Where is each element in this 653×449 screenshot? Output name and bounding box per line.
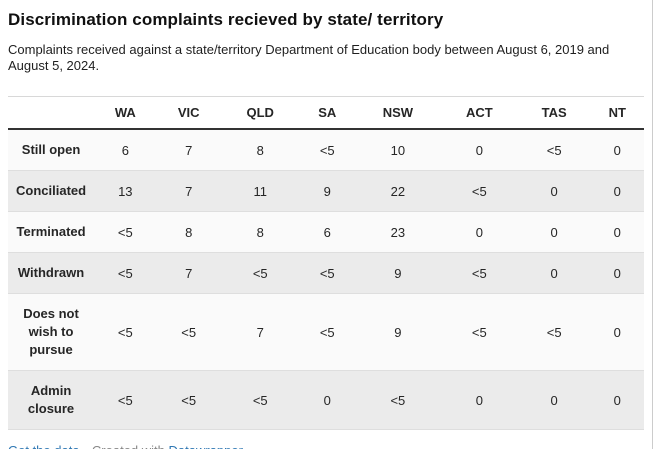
table-cell: 0: [475, 142, 483, 158]
column-header-vic: VIC: [156, 96, 221, 130]
table-cell: <5: [471, 324, 487, 340]
table-cell: <5: [117, 265, 133, 281]
row-label: Terminated: [16, 224, 86, 239]
table-cell: 7: [185, 265, 193, 281]
table-cell: 6: [323, 224, 331, 240]
table-cell: <5: [117, 324, 133, 340]
table-cell: 11: [253, 183, 267, 199]
column-header-act: ACT: [440, 96, 518, 130]
table-cell: 0: [550, 183, 558, 199]
row-label: Does not wish to pursue: [23, 306, 79, 357]
table-row: Conciliated 13 7 11 9 22 <5 0 0: [8, 170, 644, 212]
table-cell: <5: [252, 265, 268, 281]
table-cell: 23: [390, 224, 406, 240]
table-cell: <5: [546, 324, 562, 340]
table-cell: <5: [181, 392, 197, 408]
chart-title: Discrimination complaints recieved by st…: [8, 10, 444, 29]
table-cell: 22: [390, 183, 406, 199]
table-cell: <5: [390, 392, 406, 408]
table-cell: 7: [185, 183, 193, 199]
table-row: Withdrawn <5 7 <5 <5 9 <5 0 0: [8, 252, 644, 294]
row-label: Conciliated: [16, 183, 87, 198]
column-header-nt: NT: [590, 96, 644, 130]
table-cell: 0: [613, 265, 621, 281]
table-cell: <5: [117, 392, 133, 408]
chart-footer: Get the data · Created with Datawrapper: [8, 443, 644, 449]
table-cell: 0: [613, 324, 621, 340]
header-row: WA VIC QLD SA NSW ACT TAS NT: [8, 96, 644, 130]
table-row: Terminated <5 8 8 6 23 0 0 0: [8, 211, 644, 253]
table-cell: 9: [323, 183, 331, 199]
table-cell: 9: [394, 324, 402, 340]
data-table: WA VIC QLD SA NSW ACT TAS NT Still open …: [8, 96, 644, 430]
table-cell: <5: [252, 392, 268, 408]
table-cell: 0: [475, 224, 483, 240]
table-row: Does not wish to pursue <5 <5 7 <5 9 <5 …: [8, 293, 644, 371]
table-cell: <5: [117, 224, 133, 240]
table-cell: 0: [613, 224, 621, 240]
get-the-data-link[interactable]: Get the data: [8, 443, 80, 449]
table-cell: 9: [394, 265, 402, 281]
table-cell: 0: [323, 392, 331, 408]
table-cell: 0: [550, 392, 558, 408]
table-row: Still open 6 7 8 <5 10 0 <5 0: [8, 129, 644, 171]
table-cell: 8: [256, 224, 264, 240]
table-cell: <5: [181, 324, 197, 340]
table-cell: <5: [471, 183, 487, 199]
table-cell: <5: [319, 265, 335, 281]
table-cell: 7: [185, 142, 193, 158]
table-cell: 0: [550, 265, 558, 281]
column-header-sa: SA: [299, 96, 355, 130]
datawrapper-link[interactable]: Datawrapper: [169, 443, 243, 449]
row-label: Admin closure: [27, 383, 75, 416]
table-row: Admin closure <5 <5 <5 0 <5 0 0 0: [8, 370, 644, 430]
table-cell: 13: [118, 183, 133, 199]
column-header-qld: QLD: [220, 96, 300, 130]
table-cell: <5: [319, 324, 335, 340]
table-cell: 8: [256, 142, 264, 158]
table-cell: <5: [471, 265, 487, 281]
row-label: Still open: [21, 142, 81, 157]
column-header-wa: WA: [94, 96, 157, 130]
table-cell: 8: [185, 224, 193, 240]
table-cell: 0: [613, 392, 621, 408]
created-with-label: Created with: [92, 443, 165, 449]
corner-cell: [8, 96, 95, 130]
table-cell: 6: [121, 142, 129, 158]
table-body: Still open 6 7 8 <5 10 0 <5 0 Conciliate…: [8, 129, 644, 430]
table-cell: 7: [256, 324, 264, 340]
table-cell: 0: [613, 183, 621, 199]
table-cell: 0: [475, 392, 483, 408]
footer-separator: ·: [84, 443, 88, 449]
table-cell: 10: [390, 142, 406, 158]
column-header-nsw: NSW: [354, 96, 441, 130]
table-cell: <5: [319, 142, 335, 158]
row-label: Withdrawn: [17, 265, 85, 280]
table-cell: 0: [550, 224, 558, 240]
table-header: WA VIC QLD SA NSW ACT TAS NT: [8, 96, 644, 130]
table-cell: <5: [546, 142, 562, 158]
chart-subtitle: Complaints received against a state/terr…: [8, 42, 610, 73]
column-header-tas: TAS: [517, 96, 591, 130]
table-cell: 0: [613, 142, 621, 158]
